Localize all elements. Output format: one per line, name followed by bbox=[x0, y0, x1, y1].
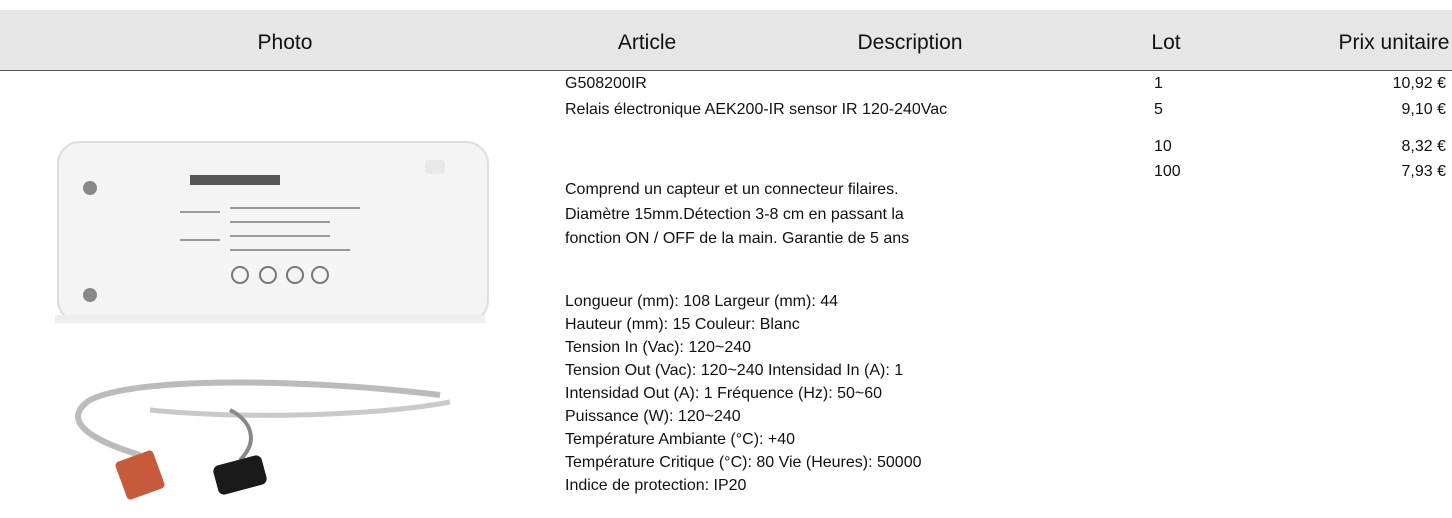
description-line: Comprend un capteur et un connecteur fil… bbox=[565, 180, 899, 200]
spec-line: Température Ambiante (°C): +40 bbox=[565, 430, 795, 450]
spec-line: Tension In (Vac): 120~240 bbox=[565, 338, 751, 358]
description-line: fonction ON / OFF de la main. Garantie d… bbox=[565, 229, 909, 249]
column-header: Lot bbox=[1151, 31, 1180, 55]
product-photo bbox=[0, 0, 560, 518]
spec-line: Température Critique (°C): 80 Vie (Heure… bbox=[565, 453, 921, 473]
price: 7,93 € bbox=[1402, 162, 1446, 182]
price: 8,32 € bbox=[1402, 137, 1446, 157]
price: 10,92 € bbox=[1393, 74, 1446, 94]
spec-line: Tension Out (Vac): 120~240 Intensidad In… bbox=[565, 361, 903, 381]
lot: 100 bbox=[1154, 162, 1181, 182]
column-header: Description bbox=[857, 31, 962, 55]
lot: 10 bbox=[1154, 137, 1172, 157]
column-header: Article bbox=[618, 31, 676, 55]
spec-line: Hauteur (mm): 15 Couleur: Blanc bbox=[565, 315, 800, 335]
article-code: G508200IR bbox=[565, 74, 647, 94]
price: 9,10 € bbox=[1402, 100, 1446, 120]
spec-line: Indice de protection: IP20 bbox=[565, 476, 746, 496]
spec-line: Longueur (mm): 108 Largeur (mm): 44 bbox=[565, 292, 838, 312]
lot: 5 bbox=[1154, 100, 1163, 120]
page: Photo Article Description Lot Prix unita… bbox=[0, 0, 1452, 518]
spec-line: Intensidad Out (A): 1 Fréquence (Hz): 50… bbox=[565, 384, 882, 404]
column-header: Prix unitaire bbox=[1339, 31, 1450, 55]
lot: 1 bbox=[1154, 74, 1163, 94]
spec-line: Puissance (W): 120~240 bbox=[565, 407, 741, 427]
description-line: Diamètre 15mm.Détection 3-8 cm en passan… bbox=[565, 205, 904, 225]
column-header: Photo bbox=[258, 31, 313, 55]
article-name: Relais électronique AEK200-IR sensor IR … bbox=[565, 100, 947, 120]
